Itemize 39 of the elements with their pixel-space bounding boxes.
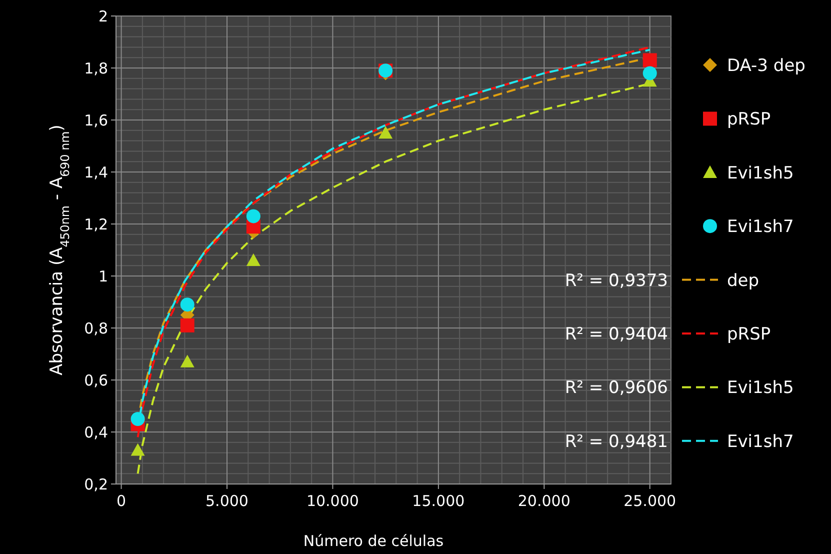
x-tick-label: 20.000 (518, 492, 570, 510)
y-tick-label: 0,4 (84, 423, 108, 442)
annotation: R² = 0,9404 (564, 324, 668, 344)
y-tick-label: 1,6 (84, 111, 108, 130)
x-tick-label: 0 (116, 492, 126, 510)
x-tick-label: 15.000 (412, 492, 465, 510)
y-tick-label: 2 (98, 7, 108, 26)
legend-label: pRSP (727, 324, 771, 344)
y-tick-label: 1,2 (84, 215, 108, 234)
point (246, 209, 260, 224)
legend-label: dep (727, 270, 760, 291)
y-tick-label: 0,8 (84, 319, 108, 338)
point (130, 412, 145, 426)
annotation: R² = 0,9606 (564, 378, 668, 398)
legend-label: Evi1sh7 (727, 432, 794, 452)
point (378, 126, 393, 139)
point (130, 443, 145, 456)
point (180, 298, 194, 312)
y-tick-label: 0,6 (84, 371, 108, 390)
point (180, 318, 194, 332)
legend-label: DA-3 dep (727, 56, 806, 76)
y-tick-label: 1,4 (84, 163, 108, 182)
annotation: R² = 0,9373 (564, 270, 668, 291)
x-tick-label: 25.000 (624, 492, 676, 510)
y-tick-label: 0,2 (84, 475, 108, 494)
y-tick-label: 1 (98, 267, 108, 286)
x-tick-label: 5.000 (206, 492, 248, 510)
annotation: R² = 0,9481 (564, 432, 668, 452)
x-tick-label: 10.000 (306, 492, 359, 510)
legend-label: pRSP (727, 110, 771, 130)
point (642, 53, 657, 68)
legend-label: Evi1sh7 (727, 217, 794, 238)
point (642, 66, 657, 80)
x-axis-title: Número de células (303, 532, 444, 550)
point (246, 253, 260, 266)
y-tick-label: 1,8 (84, 59, 108, 78)
point (180, 354, 194, 368)
legend-label: Evi1sh5 (727, 163, 794, 184)
legend-label: Evi1sh5 (727, 378, 794, 398)
